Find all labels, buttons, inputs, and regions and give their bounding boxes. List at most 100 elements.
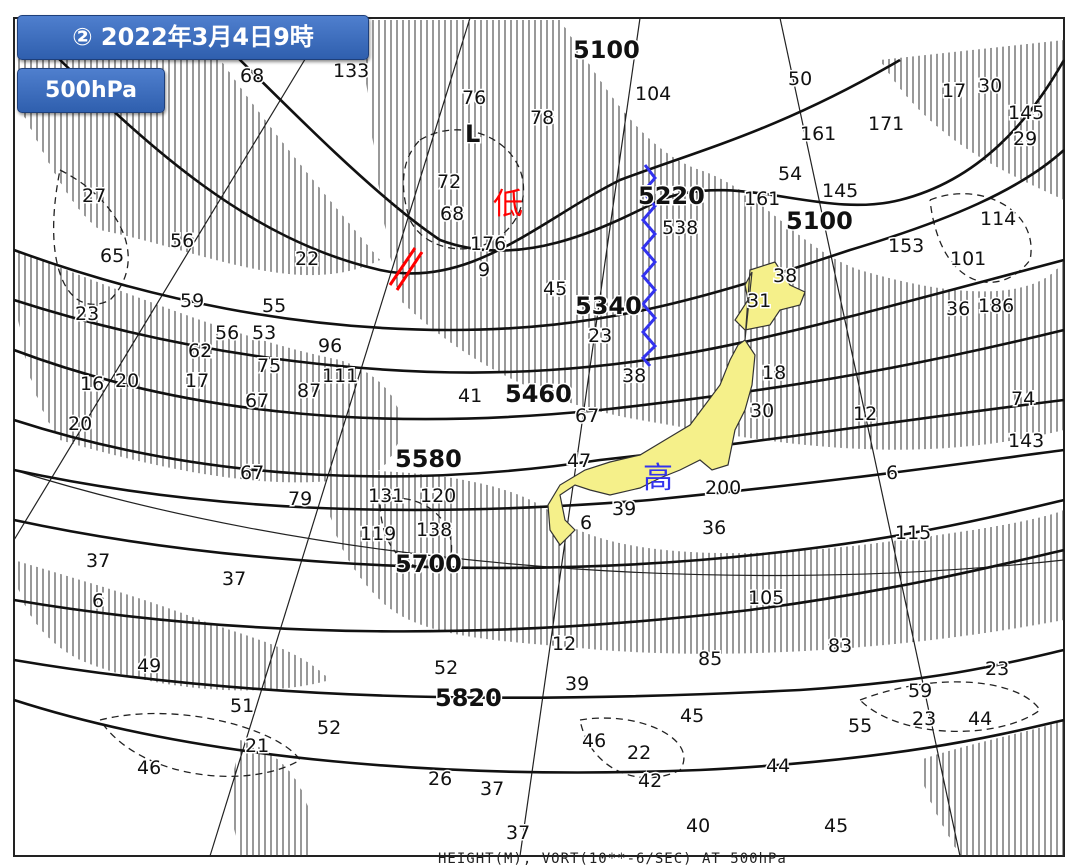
vorticity-value-label: 17 [185,370,209,392]
contour-label: 5700 [395,550,462,578]
vorticity-value-label: 12 [552,633,576,655]
ridge-line [640,164,658,367]
vorticity-value-label: 62 [188,340,212,362]
vorticity-value-label: 145 [1008,102,1044,124]
vorticity-value-label: 114 [980,208,1016,230]
vorticity-value-label: 46 [137,757,161,779]
vorticity-value-label: 153 [888,235,924,257]
vorticity-value-label: 104 [635,83,671,105]
vorticity-value-label: 16 [80,373,104,395]
contour-label: 5340 [575,292,642,320]
vorticity-value-label: 31 [747,290,771,312]
vorticity-value-label: 20 [115,370,139,392]
vorticity-value-label: 18 [762,362,786,384]
vorticity-value-label: 131 [368,485,404,507]
vorticity-value-label: 538 [662,217,698,239]
vorticity-value-label: 133 [333,60,369,82]
vorticity-value-label: 36 [702,517,726,539]
vorticity-value-label: 186 [978,295,1014,317]
vorticity-value-label: 56 [170,230,194,252]
vorticity-value-label: 138 [416,519,452,541]
vorticity-value-label: 72 [437,171,461,193]
vorticity-value-label: 52 [317,717,341,739]
vorticity-value-label: 68 [240,65,264,87]
vorticity-value-label: 23 [588,325,612,347]
vorticity-value-label: 105 [748,587,784,609]
contour-label: 5820 [435,684,502,712]
vorticity-value-label: 37 [480,778,504,800]
vorticity-value-label: 59 [908,680,932,702]
vorticity-value-label: 143 [1008,430,1044,452]
vorticity-value-label: 55 [848,715,872,737]
vorticity-value-label: 46 [582,730,606,752]
vorticity-value-label: 23 [985,658,1009,680]
vorticity-value-label: 12 [853,403,877,425]
vorticity-value-label: 161 [744,188,780,210]
vorticity-value-label: 29 [1013,128,1037,150]
vorticity-value-label: 54 [778,163,802,185]
vorticity-value-label: 38 [773,265,797,287]
vorticity-value-label: 45 [543,278,567,300]
low-symbol: L [465,120,480,148]
contour-label: 5100 [786,207,853,235]
vorticity-value-label: 20 [68,413,92,435]
high-mark: 高 [643,461,673,496]
vorticity-value-label: 67 [575,405,599,427]
vorticity-value-label: 200 [705,477,741,499]
vorticity-value-label: 119 [360,523,396,545]
height-contours [13,19,1066,774]
vorticity-value-label: 27 [82,185,106,207]
vorticity-value-label: 55 [262,295,286,317]
contour-label: 5460 [505,380,572,408]
vorticity-value-label: 9 [478,259,490,281]
vorticity-value-label: 79 [288,488,312,510]
vorticity-value-label: 85 [698,648,722,670]
vorticity-value-label: 68 [440,203,464,225]
vorticity-value-label: 6 [580,512,592,534]
vorticity-value-label: 49 [137,655,161,677]
vorticity-value-label: 67 [245,390,269,412]
vorticity-value-label: 78 [530,107,554,129]
japan-landmass [547,261,806,546]
vorticity-value-label: 83 [828,635,852,657]
vorticity-value-label: 42 [638,770,662,792]
vorticity-value-label: 65 [100,245,124,267]
map-footer-caption: HEIGHT(M), VORT(10**-6/SEC) AT 500hPa [438,851,787,867]
vorticity-value-label: 44 [766,755,790,777]
contour-label: 5580 [395,445,462,473]
dashed-vorticity-contours [53,129,1041,779]
contour-label: 5220 [638,182,705,210]
vorticity-value-label: 101 [950,248,986,270]
vorticity-value-label: 41 [458,385,482,407]
vorticity-value-label: 176 [470,233,506,255]
contour-label: 5100 [573,36,640,64]
vorticity-value-label: 39 [612,498,636,520]
vorticity-value-label: 36 [946,298,970,320]
vorticity-value-label: 145 [822,180,858,202]
date-title-badge: ② 2022年3月4日9時 [17,15,369,60]
vorticity-value-label: 171 [868,113,904,135]
vorticity-value-label: 37 [506,822,530,844]
vorticity-value-label: 23 [75,303,99,325]
low-mark: 低 [493,187,523,222]
vorticity-value-label: 37 [222,568,246,590]
vorticity-value-label: 47 [567,450,591,472]
trough-line [388,247,424,291]
vorticity-value-label: 161 [800,123,836,145]
vorticity-value-label: 52 [434,657,458,679]
vorticity-hatched-areas [14,20,1064,856]
vorticity-value-label: 6 [886,462,898,484]
vorticity-value-label: 87 [297,380,321,402]
vorticity-value-label: 23 [912,708,936,730]
vorticity-value-label: 51 [230,695,254,717]
vorticity-value-label: 75 [257,355,281,377]
vorticity-value-label: 30 [978,75,1002,97]
vorticity-value-label: 115 [895,522,931,544]
vorticity-value-label: 111 [322,365,358,387]
vorticity-value-label: 67 [240,462,264,484]
vorticity-value-label: 38 [622,365,646,387]
vorticity-value-label: 30 [750,400,774,422]
vorticity-value-label: 40 [686,815,710,837]
